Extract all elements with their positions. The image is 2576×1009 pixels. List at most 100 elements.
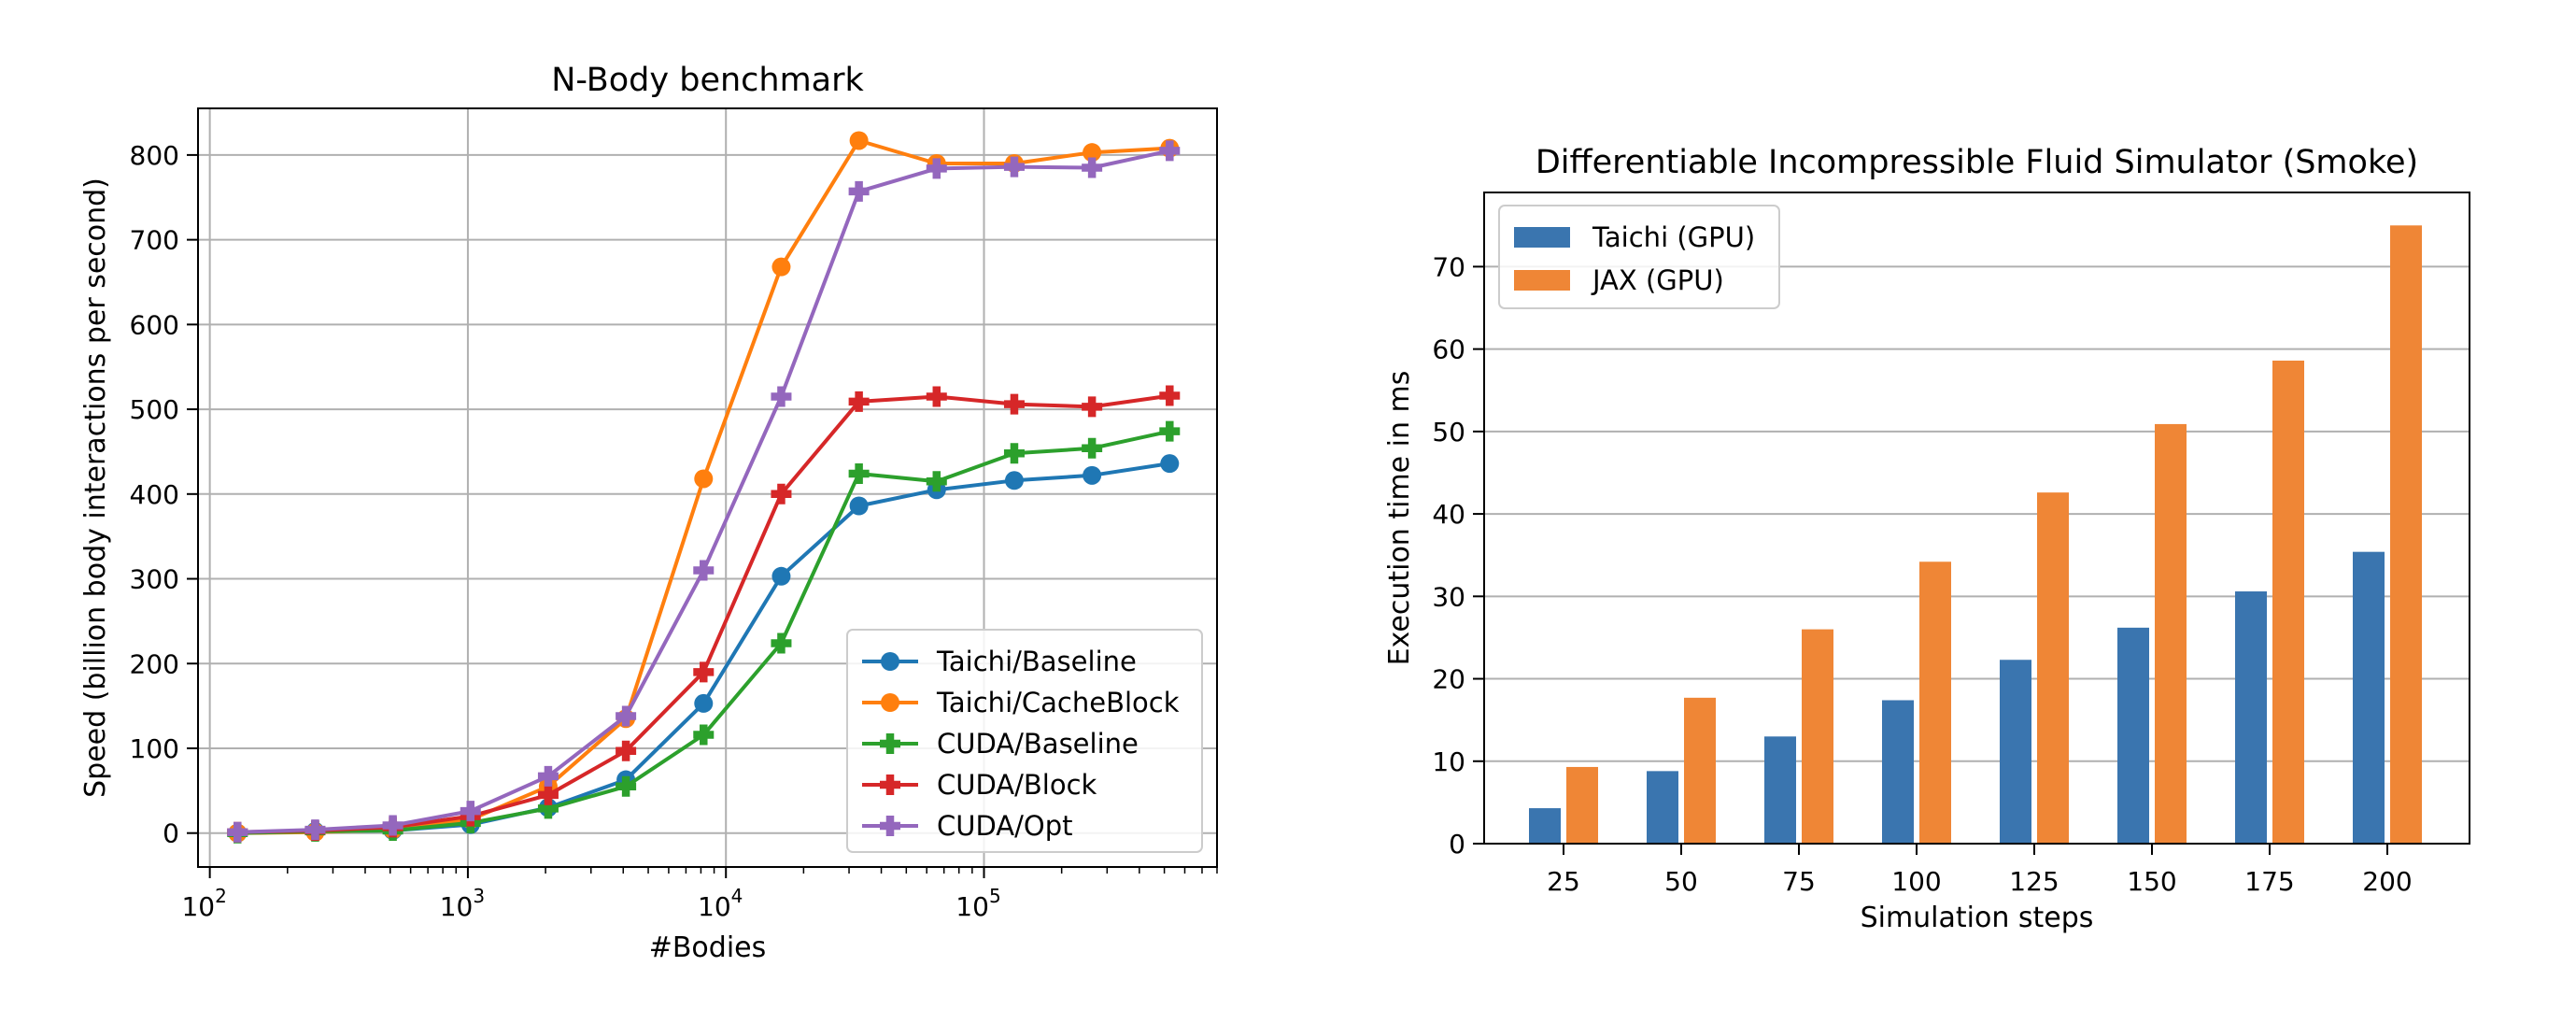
legend-label: Taichi/Baseline: [936, 646, 1137, 677]
x-tick-label: 103: [440, 885, 485, 922]
plot-frame: [1483, 192, 2470, 845]
y-tick-label: 500: [130, 394, 179, 425]
data-point: [537, 784, 559, 805]
data-point: [1083, 143, 1102, 163]
y-tick-label: 70: [1432, 251, 1465, 282]
y-tick-label: 0: [1449, 829, 1465, 860]
x-tick-base: 10: [181, 891, 215, 922]
legend-entry: Taichi/Baseline: [862, 646, 1137, 677]
bar-taichi-gpu-: [2353, 551, 2385, 844]
data-point: [693, 724, 715, 746]
legend-marker: [880, 775, 900, 795]
y-tick-label: 10: [1432, 746, 1465, 777]
chart-title: N-Body benchmark: [551, 62, 864, 99]
data-point: [227, 821, 248, 843]
legend-marker: [880, 733, 900, 754]
bar-taichi-gpu-: [1647, 771, 1678, 844]
x-tick-label: 125: [2009, 866, 2059, 897]
data-point: [1082, 396, 1103, 418]
x-tick-exponent: 5: [989, 885, 1001, 907]
data-point: [1159, 385, 1181, 406]
data-point: [304, 819, 326, 841]
bar-taichi-gpu-: [1882, 700, 1914, 844]
y-tick-label: 700: [130, 225, 179, 256]
y-tick-label: 0: [163, 818, 179, 849]
y-tick-label: 300: [130, 564, 179, 595]
data-point: [849, 131, 869, 150]
legend-box: [846, 629, 1203, 853]
data-point: [771, 566, 791, 586]
x-axis-label: Simulation steps: [1861, 902, 2094, 934]
data-point: [1082, 437, 1103, 459]
bar-jax-gpu-: [1802, 629, 1833, 844]
bar-taichi-gpu-: [2235, 591, 2267, 844]
x-tick-base: 10: [440, 891, 474, 922]
data-point: [926, 471, 947, 492]
legend-entry: CUDA/Block: [862, 769, 1097, 801]
x-tick-label: 175: [2244, 866, 2294, 897]
x-tick-exponent: 3: [473, 885, 485, 907]
y-tick-label: 100: [130, 733, 179, 764]
nbody-line-chart: 102 103 104 1050100200300400500600700800N-B…: [79, 62, 1218, 964]
y-tick-label: 20: [1432, 664, 1465, 695]
data-point: [771, 257, 791, 277]
bar-jax-gpu-: [1919, 561, 1951, 844]
data-point: [1159, 420, 1181, 442]
y-tick-label: 600: [130, 309, 179, 340]
legend-label: JAX (GPU): [1591, 264, 1724, 296]
data-point: [1083, 465, 1102, 485]
legend-entry: Taichi/CacheBlock: [862, 687, 1180, 718]
bar-jax-gpu-: [2390, 225, 2422, 844]
y-tick-label: 50: [1432, 417, 1465, 448]
x-tick-label: 50: [1664, 866, 1698, 897]
y-axis-label: Execution time in ms: [1383, 371, 1416, 666]
data-point: [771, 483, 792, 504]
data-point: [848, 391, 870, 412]
bar-jax-gpu-: [2037, 492, 2069, 844]
legend-marker: [880, 816, 900, 836]
x-tick-base: 10: [698, 891, 731, 922]
data-point: [694, 469, 714, 489]
data-point: [848, 180, 870, 202]
legend-entry: JAX (GPU): [1514, 264, 1724, 296]
data-point: [693, 560, 715, 581]
y-tick-label: 40: [1432, 499, 1465, 530]
x-tick-label: 102: [181, 885, 226, 922]
data-point: [1004, 471, 1024, 490]
x-tick-label: 105: [955, 885, 1000, 922]
data-point: [693, 661, 715, 683]
legend-label: Taichi (GPU): [1592, 221, 1755, 253]
y-tick-label: 30: [1432, 581, 1465, 612]
x-tick-label: 200: [2362, 866, 2412, 897]
data-point: [771, 386, 792, 407]
bar-jax-gpu-: [1566, 766, 1598, 844]
legend-swatch: [1514, 227, 1570, 248]
legend-marker: [881, 652, 899, 671]
legend: Taichi (GPU) JAX (GPU): [1498, 205, 1780, 309]
data-point: [926, 386, 947, 407]
data-point: [537, 765, 559, 787]
data-point: [1159, 140, 1181, 162]
x-tick-label: 100: [1891, 866, 1941, 897]
data-point: [694, 693, 714, 713]
data-point: [382, 815, 403, 836]
x-tick-label: 104: [698, 885, 743, 922]
data-point: [616, 705, 637, 727]
legend-entry: CUDA/Opt: [862, 810, 1073, 842]
y-tick-label: 400: [130, 479, 179, 510]
bar-jax-gpu-: [2155, 423, 2187, 844]
legend-marker: [881, 693, 899, 712]
bar-taichi-gpu-: [2117, 627, 2149, 844]
data-point: [1003, 393, 1025, 415]
bar-taichi-gpu-: [1529, 808, 1561, 844]
series-cuda-opt: [227, 140, 1181, 843]
y-axis-label: Speed (billion body interactions per sec…: [79, 178, 112, 798]
x-tick-label: 150: [2127, 866, 2176, 897]
fluid-bar-chart: 25 50 75 100 125 150 175 200 0 10 20 30 40 50 60 70 Diff…: [1383, 144, 2470, 934]
data-point: [460, 801, 481, 822]
legend-label: CUDA/Baseline: [937, 728, 1139, 760]
x-tick-exponent: 2: [215, 885, 227, 907]
data-point: [849, 496, 869, 516]
data-point: [1082, 157, 1103, 178]
